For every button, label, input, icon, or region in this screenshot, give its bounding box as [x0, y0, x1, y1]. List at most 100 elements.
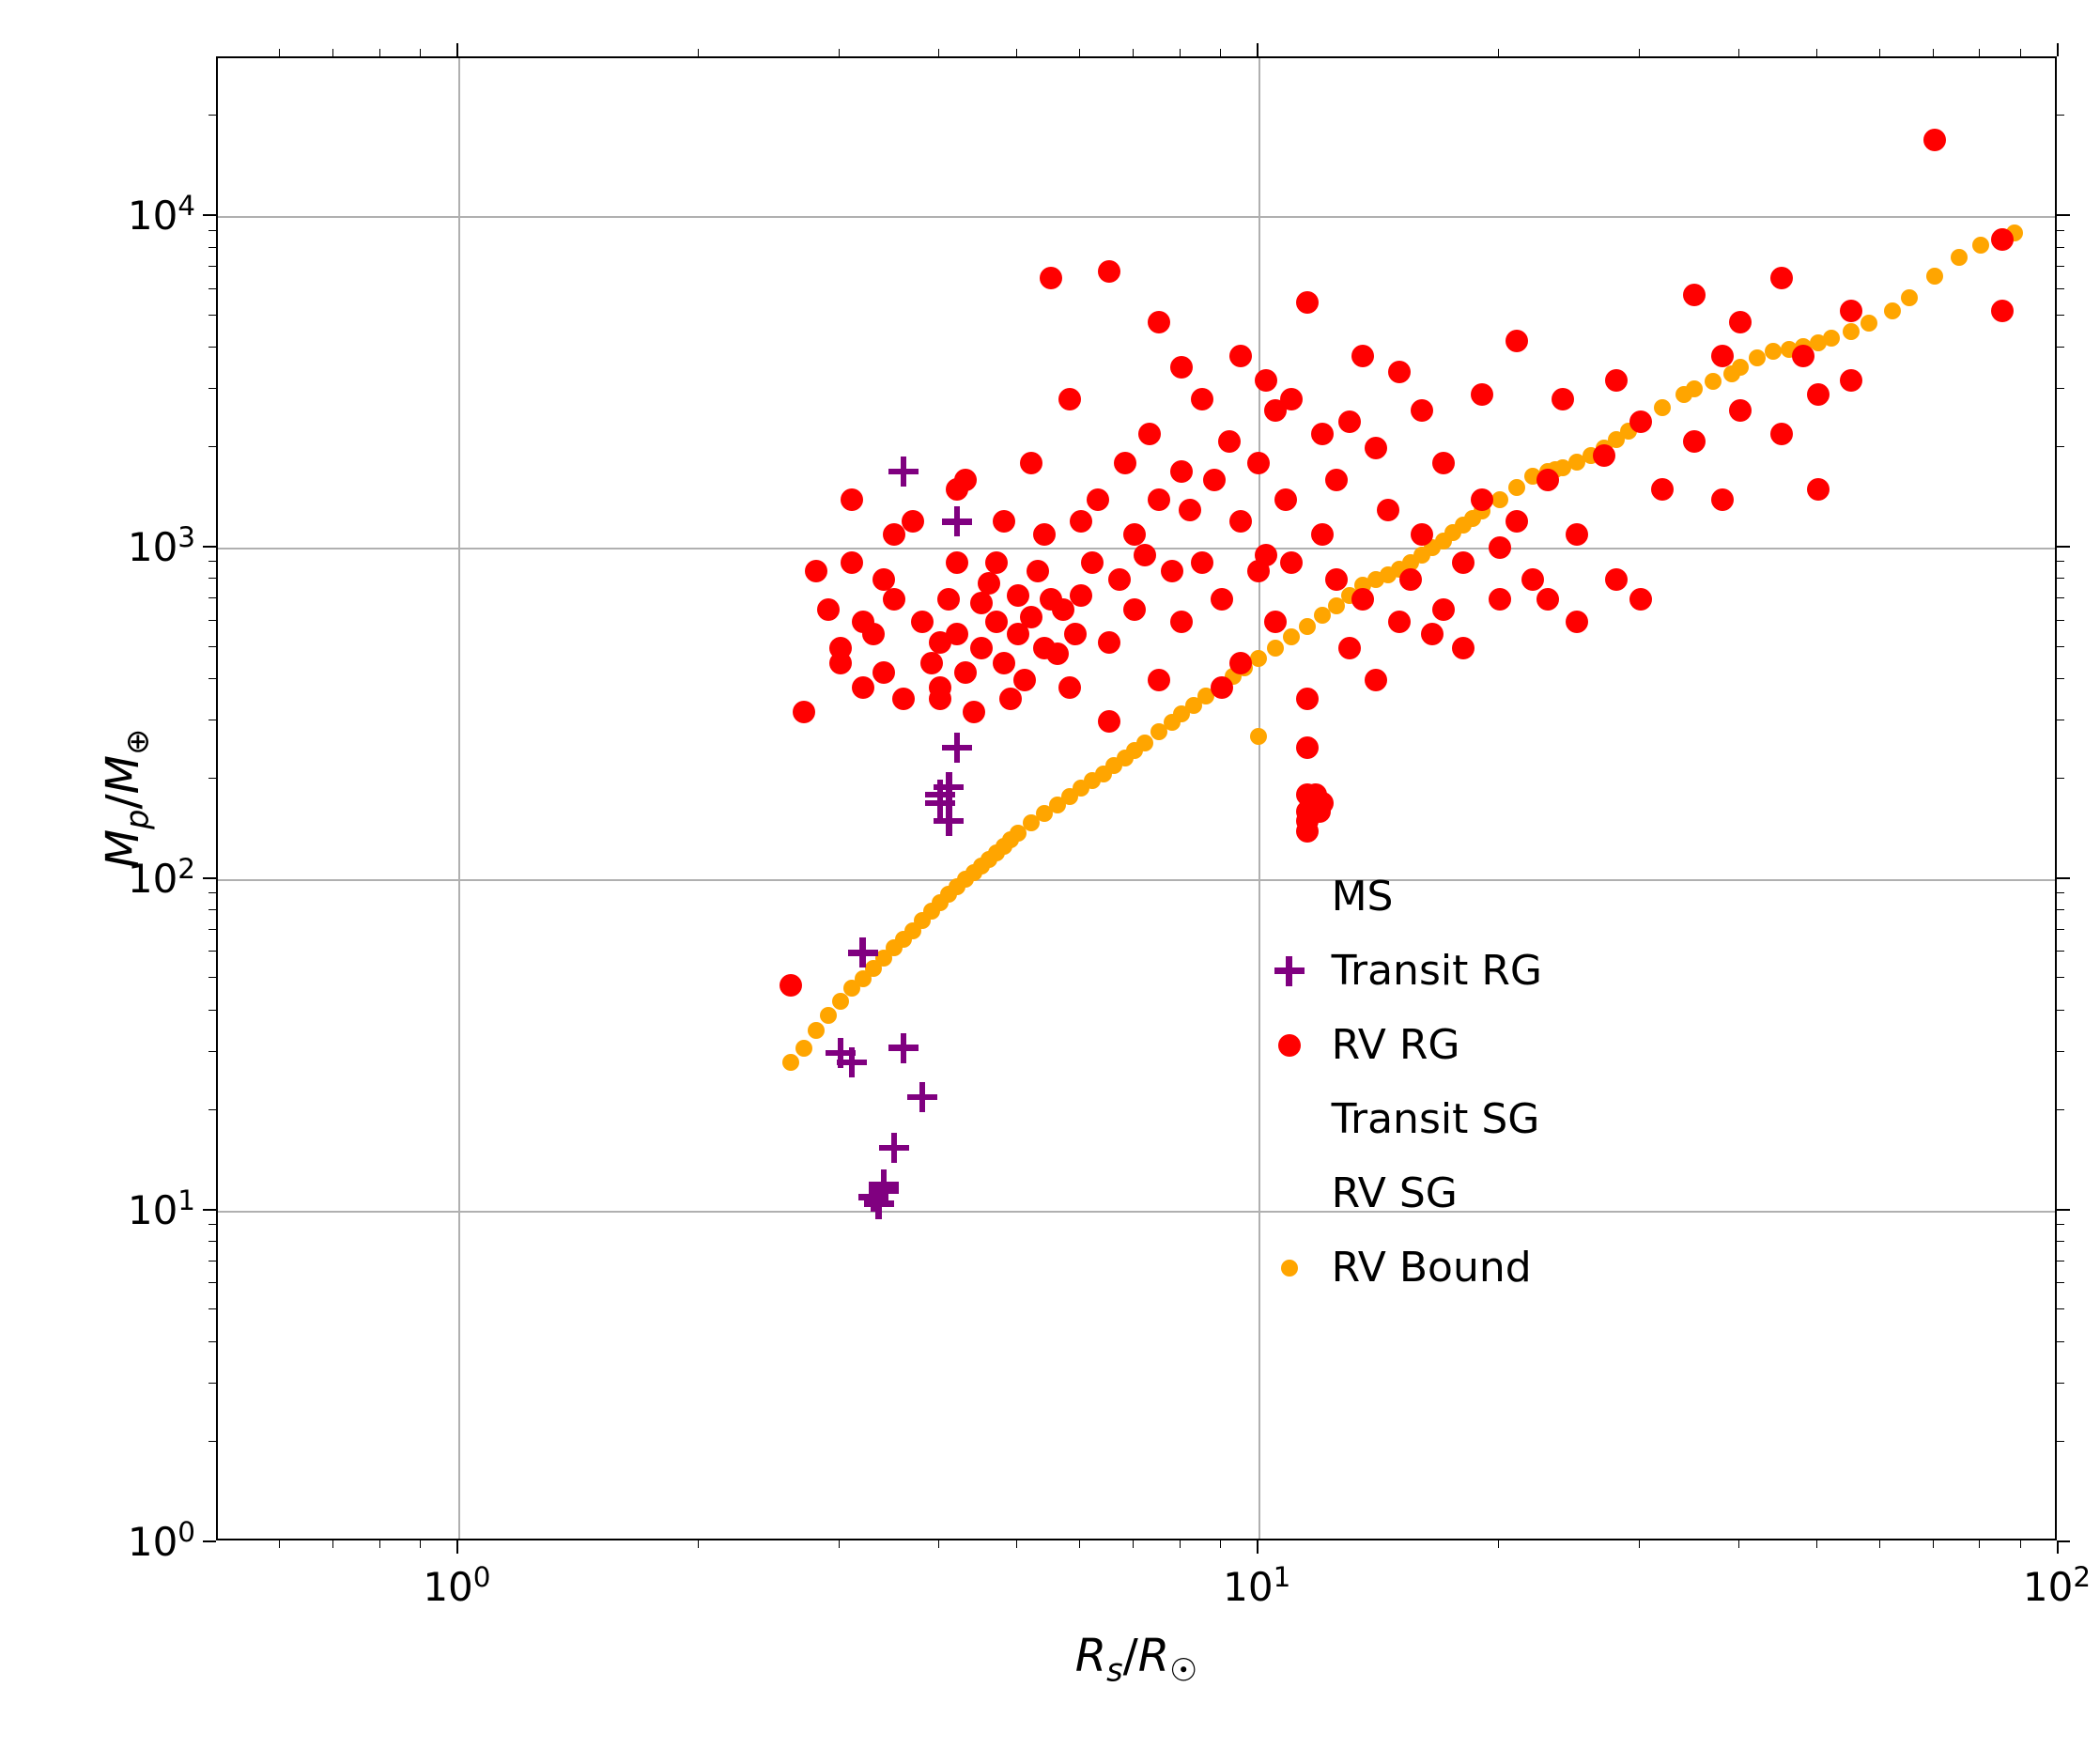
data-point	[1729, 399, 1752, 422]
tick-x	[1816, 49, 1817, 56]
data-point	[1506, 510, 1528, 533]
data-point	[1040, 267, 1062, 289]
legend-marker	[1247, 956, 1332, 986]
data-point	[999, 688, 1022, 710]
data-point	[1114, 452, 1136, 474]
data-point	[1052, 598, 1074, 621]
data-point	[978, 572, 1000, 595]
data-point	[1296, 291, 1319, 314]
data-point	[1566, 611, 1588, 633]
data-point	[1296, 688, 1319, 710]
data-point	[1901, 289, 1918, 306]
data-point	[1255, 369, 1277, 392]
legend-item: RV RG	[1247, 1021, 1542, 1069]
data-point	[1148, 488, 1170, 511]
data-point	[1325, 568, 1348, 591]
tick-y	[208, 951, 216, 952]
tick-y	[208, 1308, 216, 1309]
data-point	[1098, 260, 1120, 283]
tick-y	[2057, 288, 2064, 289]
tick-y	[208, 1383, 216, 1384]
tick-x	[456, 43, 458, 56]
data-point	[1807, 383, 1830, 406]
tick-y	[2057, 546, 2070, 548]
tick-x	[698, 1540, 699, 1548]
data-point	[946, 478, 968, 501]
x-axis-label: Rs/R☉	[1075, 1630, 1198, 1689]
tick-y	[208, 578, 216, 579]
tick-x	[1180, 1540, 1181, 1548]
tick-x	[1498, 49, 1499, 56]
data-point	[1506, 330, 1528, 352]
grid-line-x	[458, 58, 460, 1539]
data-point	[1203, 469, 1226, 491]
data-point	[929, 688, 951, 710]
tick-y	[2057, 1441, 2064, 1442]
tick-label-x: 102	[2023, 1561, 2091, 1610]
data-point	[879, 1133, 909, 1163]
data-point	[1843, 323, 1860, 340]
tick-y	[2057, 315, 2064, 316]
data-point	[1081, 551, 1104, 574]
tick-y	[2057, 230, 2064, 231]
data-point	[1211, 676, 1233, 699]
data-point	[1311, 423, 1334, 445]
grid-line-y	[218, 216, 2055, 218]
data-point	[1923, 129, 1946, 151]
tick-x	[2057, 1540, 2059, 1554]
tick-x	[379, 1540, 380, 1548]
data-point	[911, 611, 934, 633]
tick-x	[1133, 49, 1134, 56]
data-point	[1729, 311, 1752, 333]
data-point	[907, 1082, 937, 1112]
tick-y	[203, 1540, 216, 1542]
data-point	[1711, 488, 1734, 511]
data-point	[869, 1176, 899, 1206]
data-point	[993, 510, 1015, 533]
legend-label: Transit RG	[1332, 947, 1542, 995]
data-point	[1491, 491, 1508, 508]
legend-marker	[1247, 1034, 1332, 1057]
legend-item: RV SG	[1247, 1169, 1542, 1217]
tick-y	[208, 620, 216, 621]
tick-y	[2057, 1282, 2064, 1283]
tick-y	[208, 388, 216, 389]
tick-y	[2057, 1209, 2070, 1211]
data-point	[1521, 568, 1544, 591]
tick-x	[1738, 1540, 1739, 1548]
tick-y	[208, 1224, 216, 1225]
legend-item: Transit SG	[1247, 1095, 1542, 1143]
data-point	[1471, 383, 1493, 406]
tick-y	[208, 929, 216, 930]
tick-y	[208, 446, 216, 447]
tick-y	[208, 1010, 216, 1011]
data-point	[1388, 611, 1411, 633]
data-point	[1264, 611, 1287, 633]
data-point	[942, 506, 972, 536]
tick-x	[420, 49, 421, 56]
tick-y	[2057, 266, 2064, 267]
tick-y	[2057, 1109, 2064, 1110]
data-point	[1471, 488, 1493, 511]
data-point	[1432, 452, 1455, 474]
data-point	[1123, 598, 1146, 621]
tick-y	[208, 247, 216, 248]
data-point	[888, 1033, 919, 1063]
data-point	[1058, 676, 1081, 699]
data-point	[1770, 423, 1793, 445]
tick-x	[1979, 1540, 1980, 1548]
data-point	[1951, 249, 1968, 266]
data-point	[1884, 302, 1901, 319]
data-point	[1411, 399, 1433, 422]
data-point	[883, 588, 905, 611]
tick-y	[208, 1341, 216, 1342]
data-point	[902, 510, 924, 533]
tick-x	[279, 1540, 280, 1548]
legend-item: MS	[1247, 873, 1542, 921]
data-point	[1027, 560, 1049, 582]
data-point	[1686, 380, 1703, 397]
legend-label: MS	[1332, 873, 1394, 921]
data-point	[1020, 606, 1042, 628]
tick-y	[2057, 446, 2064, 447]
tick-x	[1180, 49, 1181, 56]
